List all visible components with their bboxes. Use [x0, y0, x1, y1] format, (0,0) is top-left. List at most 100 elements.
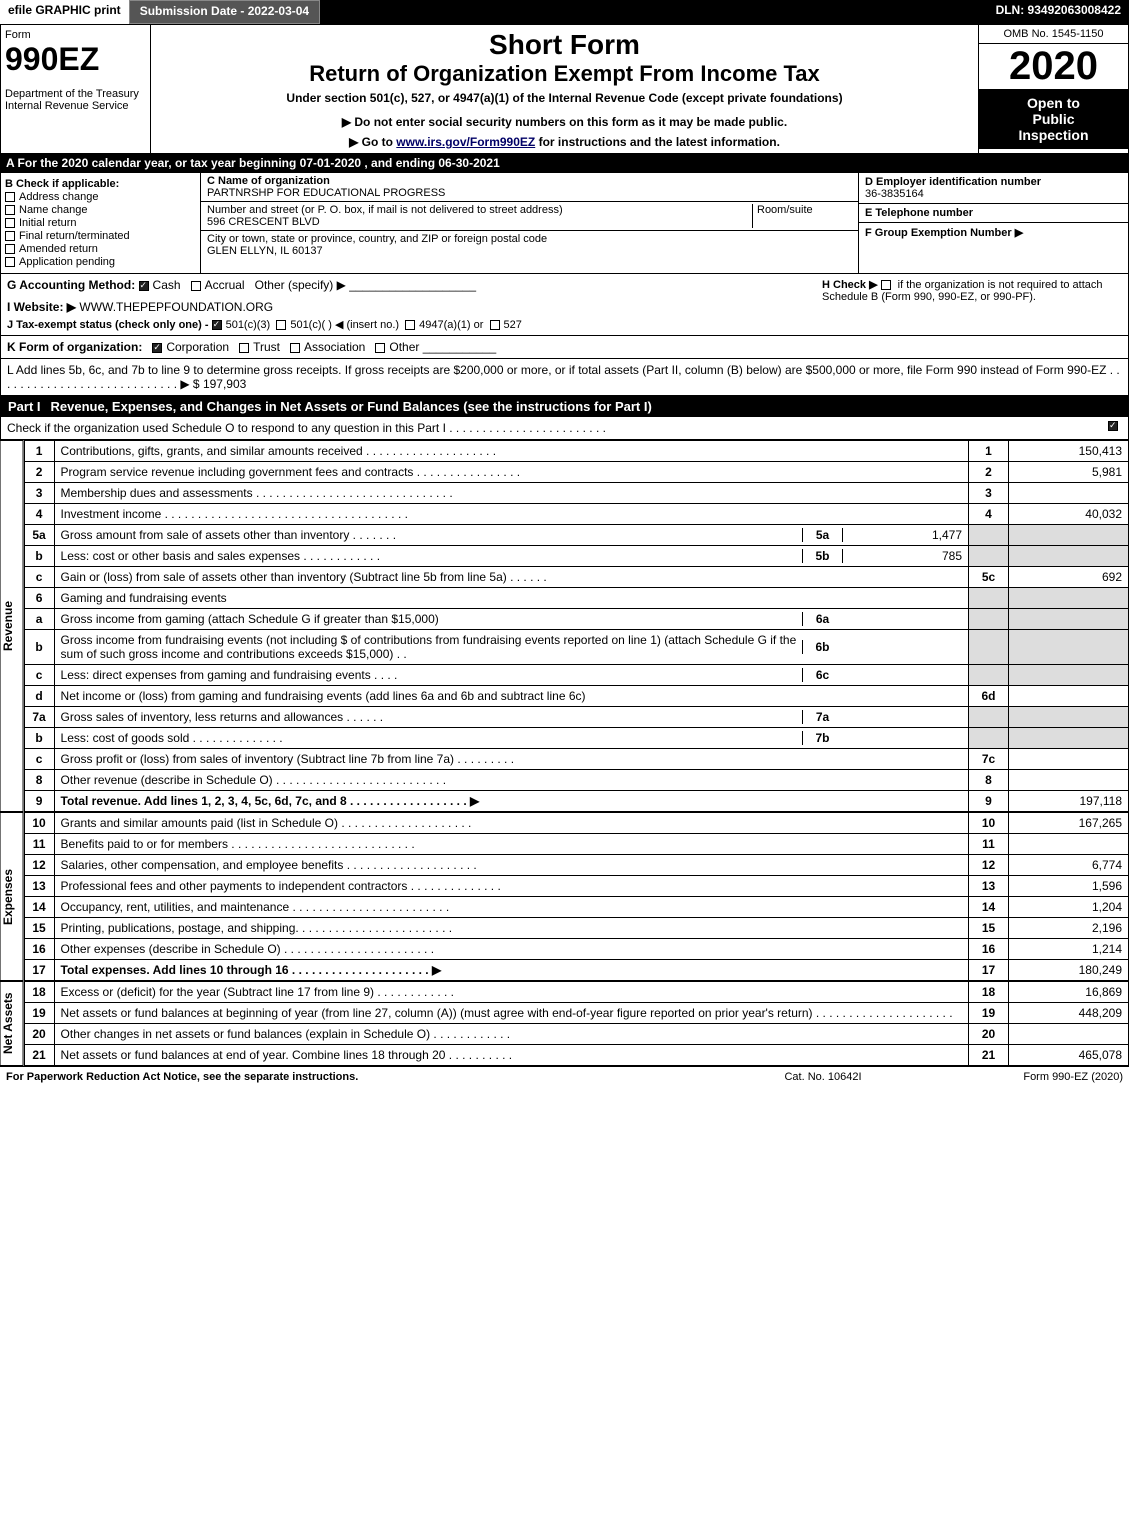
part1-sub: Check if the organization used Schedule …	[0, 417, 1129, 440]
grey-cell	[1009, 665, 1129, 686]
checkbox-checked-icon[interactable]	[1108, 421, 1118, 431]
line-desc: Excess or (deficit) for the year (Subtra…	[54, 982, 968, 1003]
grey-cell	[1009, 588, 1129, 609]
group-exemption-row: F Group Exemption Number ▶	[859, 223, 1128, 242]
line-desc-inner: Less: cost or other basis and sales expe…	[54, 546, 968, 567]
grey-cell	[969, 609, 1009, 630]
checkbox-icon[interactable]	[191, 281, 201, 291]
check-final-return[interactable]: Final return/terminated	[5, 230, 196, 242]
e-label: E Telephone number	[865, 207, 973, 219]
line-box: 7c	[969, 749, 1009, 770]
checkbox-icon[interactable]	[405, 320, 415, 330]
i-label: I Website: ▶	[7, 300, 76, 314]
table-row: 14Occupancy, rent, utilities, and mainte…	[24, 897, 1128, 918]
line-num: 20	[24, 1024, 54, 1045]
warning-noenter: ▶ Do not enter social security numbers o…	[159, 115, 970, 129]
line-num: 15	[24, 918, 54, 939]
b-label: B Check if applicable:	[5, 178, 196, 190]
org-city-row: City or town, state or province, country…	[201, 231, 858, 259]
line-num: 4	[24, 504, 54, 525]
line-desc-inner: Less: direct expenses from gaming and fu…	[54, 665, 968, 686]
inner-box: 6c	[802, 668, 842, 682]
check-application-pending[interactable]: Application pending	[5, 256, 196, 268]
line-desc: Contributions, gifts, grants, and simila…	[54, 441, 968, 462]
g-cash: Cash	[153, 278, 181, 292]
g-accrual: Accrual	[205, 278, 245, 292]
c-label: C Name of organization	[207, 175, 330, 187]
line-val	[1009, 749, 1129, 770]
table-row: 3Membership dues and assessments . . . .…	[24, 483, 1128, 504]
street-value: 596 CRESCENT BLVD	[207, 216, 320, 228]
table-row: bLess: cost or other basis and sales exp…	[24, 546, 1128, 567]
k-line: K Form of organization: Corporation Trus…	[0, 336, 1129, 359]
part1-sub-text: Check if the organization used Schedule …	[7, 421, 1108, 435]
table-row: bGross income from fundraising events (n…	[24, 630, 1128, 665]
line-desc: Gross sales of inventory, less returns a…	[61, 710, 802, 724]
line-num: c	[24, 567, 54, 588]
line-num: 19	[24, 1003, 54, 1024]
table-row: dNet income or (loss) from gaming and fu…	[24, 686, 1128, 707]
check-amended-return[interactable]: Amended return	[5, 243, 196, 255]
check-initial-return[interactable]: Initial return	[5, 217, 196, 229]
line-desc: Salaries, other compensation, and employ…	[54, 855, 968, 876]
footer-mid: Cat. No. 10642I	[723, 1071, 923, 1083]
check-address-change[interactable]: Address change	[5, 191, 196, 203]
table-row: 12Salaries, other compensation, and empl…	[24, 855, 1128, 876]
checkbox-icon	[5, 192, 15, 202]
city-label: City or town, state or province, country…	[207, 233, 547, 245]
j-527: 527	[504, 319, 522, 331]
revenue-table: 1Contributions, gifts, grants, and simil…	[24, 440, 1129, 812]
line-num: 17	[24, 960, 54, 981]
line-desc: Benefits paid to or for members . . . . …	[54, 834, 968, 855]
h-label: H Check ▶	[822, 279, 878, 291]
line-desc: Net assets or fund balances at beginning…	[54, 1003, 968, 1024]
line-box: 3	[969, 483, 1009, 504]
goto-post: for instructions and the latest informat…	[539, 135, 780, 149]
line-val: 197,118	[1009, 791, 1129, 812]
checkbox-checked-icon[interactable]	[139, 281, 149, 291]
checkbox-icon[interactable]	[290, 343, 300, 353]
efile-print-button[interactable]: efile GRAPHIC print	[0, 0, 129, 24]
telephone-row: E Telephone number	[859, 204, 1128, 223]
table-row: 4Investment income . . . . . . . . . . .…	[24, 504, 1128, 525]
omb-number: OMB No. 1545-1150	[979, 25, 1128, 44]
line-val: 1,204	[1009, 897, 1129, 918]
line-desc: Printing, publications, postage, and shi…	[54, 918, 968, 939]
line-box: 2	[969, 462, 1009, 483]
line-box: 18	[969, 982, 1009, 1003]
checkbox-checked-icon[interactable]	[212, 320, 222, 330]
grey-cell	[1009, 546, 1129, 567]
page-footer: For Paperwork Reduction Act Notice, see …	[0, 1066, 1129, 1087]
inner-box: 7a	[802, 710, 842, 724]
submission-date-button[interactable]: Submission Date - 2022-03-04	[129, 0, 320, 24]
checkbox-icon[interactable]	[881, 280, 891, 290]
line-num: c	[24, 665, 54, 686]
line-num: b	[24, 630, 54, 665]
table-row: 15Printing, publications, postage, and s…	[24, 918, 1128, 939]
checkbox-icon[interactable]	[276, 320, 286, 330]
open-line3: Inspection	[981, 127, 1126, 143]
check-name-change[interactable]: Name change	[5, 204, 196, 216]
line-val: 692	[1009, 567, 1129, 588]
line-desc: Gross amount from sale of assets other t…	[61, 528, 802, 542]
line-desc: Net assets or fund balances at end of ye…	[54, 1045, 968, 1066]
grey-cell	[1009, 707, 1129, 728]
expenses-side-label: Expenses	[0, 812, 24, 981]
l-value: 197,903	[203, 377, 246, 391]
line-desc: Other expenses (describe in Schedule O) …	[54, 939, 968, 960]
line-val: 465,078	[1009, 1045, 1129, 1066]
ein-value: 36-3835164	[865, 188, 924, 200]
line-box: 4	[969, 504, 1009, 525]
line-num: 16	[24, 939, 54, 960]
checkbox-icon[interactable]	[490, 320, 500, 330]
line-num: 6	[24, 588, 54, 609]
inner-box: 6b	[802, 640, 842, 654]
goto-link[interactable]: www.irs.gov/Form990EZ	[396, 135, 535, 149]
checkbox-icon[interactable]	[375, 343, 385, 353]
checkbox-checked-icon[interactable]	[152, 343, 162, 353]
expenses-section: Expenses 10Grants and similar amounts pa…	[0, 812, 1129, 981]
j-tax-exempt: J Tax-exempt status (check only one) - 5…	[7, 318, 822, 331]
i-website: I Website: ▶ WWW.THEPEPFOUNDATION.ORG	[7, 300, 822, 314]
checkbox-icon[interactable]	[239, 343, 249, 353]
section-d-e-f: D Employer identification number 36-3835…	[858, 173, 1128, 273]
